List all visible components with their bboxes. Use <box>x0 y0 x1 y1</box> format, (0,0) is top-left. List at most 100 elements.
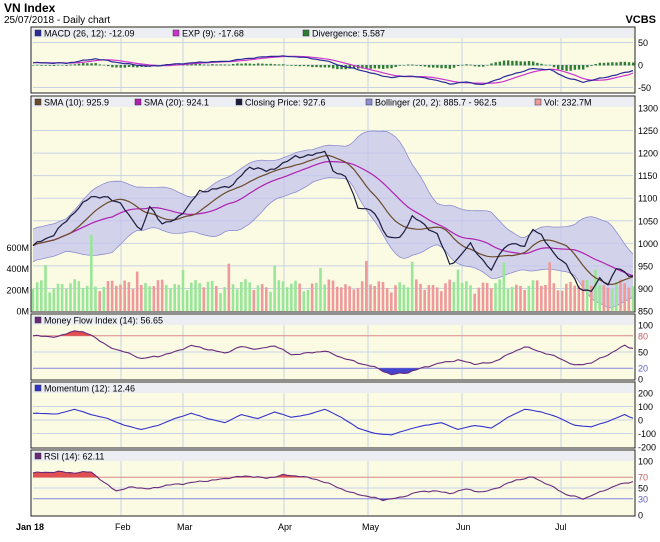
macd-divergence-bar <box>173 63 177 66</box>
macd-line <box>32 55 634 86</box>
volume-bar <box>544 285 547 311</box>
brand-label: VCBS <box>625 14 656 26</box>
volume-bar <box>40 280 43 311</box>
volume-bar <box>394 285 397 311</box>
volume-bar <box>381 281 385 311</box>
volume-bar <box>94 286 97 311</box>
macd-divergence-bar <box>565 65 568 71</box>
macd-divergence-bar <box>32 65 35 66</box>
volume-bar <box>131 289 135 311</box>
macd-divergence-bar <box>398 65 402 66</box>
bollinger-lower <box>32 177 634 309</box>
macd-divergence-bar <box>632 62 635 66</box>
macd-divergence-bar <box>415 65 418 66</box>
volume-bar <box>377 281 381 311</box>
volume-bar <box>627 287 631 311</box>
volume-bar <box>110 280 114 311</box>
macd-divergence-bar <box>136 65 139 68</box>
volume-axis-label: 0M <box>16 307 29 317</box>
volume-bar <box>323 284 326 311</box>
volume-bar <box>385 288 389 311</box>
volume-bar <box>231 284 235 311</box>
macd-divergence-bar <box>544 64 547 66</box>
macd-divergence-bar <box>502 60 506 66</box>
momentum-axis-label: -100 <box>638 429 656 439</box>
macd-divergence-bar <box>386 65 389 69</box>
volume-bar <box>90 234 93 311</box>
volume-bar <box>156 280 160 311</box>
macd-divergence-bar <box>419 65 422 67</box>
macd-divergence-bar <box>219 64 222 66</box>
volume-bar <box>315 282 318 311</box>
sma-10-line <box>32 154 634 286</box>
macd-divergence-bar <box>340 65 343 70</box>
macd-divergence-bar <box>594 63 597 66</box>
volume-bar <box>165 284 168 311</box>
volume-bar <box>148 286 151 311</box>
momentum-legend-label: Momentum (12): 12.46 <box>44 384 135 394</box>
macd-legend-label: EXP (9): -17.68 <box>182 29 244 39</box>
volume-bar <box>515 284 518 311</box>
volume-bar <box>585 280 589 311</box>
volume-bar <box>531 280 535 311</box>
mfi-line <box>32 330 634 376</box>
macd-divergence-bar <box>327 65 331 68</box>
macd-divergence-bar <box>194 64 197 66</box>
bollinger-band <box>33 131 633 308</box>
macd-divergence-bar <box>215 64 218 66</box>
price-axis-label: 850 <box>638 307 653 317</box>
macd-divergence-bar <box>290 65 293 66</box>
volume-bar <box>65 288 68 311</box>
macd-axis-label: 50 <box>638 38 648 48</box>
volume-bar <box>348 286 351 311</box>
volume-bar <box>227 263 231 311</box>
macd-divergence-bar <box>311 65 314 68</box>
bollinger-upper <box>32 130 634 255</box>
volume-bar <box>73 279 76 311</box>
price-legend-label: Closing Price: 927.6 <box>245 98 326 108</box>
macd-divergence-bar <box>244 63 247 66</box>
price-legend-label: SMA (10): 925.9 <box>44 98 109 108</box>
volume-bar <box>402 284 406 311</box>
volume-bar <box>440 291 443 311</box>
price-legend-swatch <box>365 98 373 106</box>
volume-bar <box>106 281 110 311</box>
volume-bar <box>52 288 56 311</box>
volume-bar <box>277 280 281 311</box>
macd-divergence-bar <box>611 62 614 66</box>
volume-bar <box>365 260 368 311</box>
macd-divergence-bar <box>36 64 39 66</box>
macd-divergence-bar <box>190 63 193 66</box>
volume-bar <box>202 287 206 311</box>
macd-axis-label: -50 <box>638 83 651 93</box>
sma-20-line <box>32 160 634 277</box>
macd-divergence-bar <box>207 64 210 66</box>
macd-divergence-bar <box>282 64 285 66</box>
macd-divergence-bar <box>352 65 356 69</box>
volume-bar <box>344 284 347 311</box>
volume-bar <box>594 269 597 311</box>
volume-bar <box>119 284 122 311</box>
macd-divergence-bar <box>461 64 464 66</box>
chart-title: VN Index <box>4 1 56 15</box>
volume-axis-label: 400M <box>6 264 29 274</box>
price-axis-label: 950 <box>638 261 653 271</box>
volume-bar <box>490 288 493 311</box>
macd-divergence-bar <box>573 65 577 70</box>
volume-bar <box>352 289 356 311</box>
macd-divergence-bar <box>90 63 93 66</box>
volume-bar <box>598 285 601 311</box>
volume-bar <box>406 287 410 311</box>
rsi-axis-label: 50 <box>638 484 648 494</box>
macd-divergence-bar <box>265 63 268 66</box>
macd-divergence-bar <box>227 64 231 66</box>
volume-bar <box>552 283 556 311</box>
volume-bar <box>606 287 610 311</box>
macd-divergence-bar <box>527 61 531 66</box>
volume-bar <box>494 282 497 311</box>
volume-bar <box>631 286 635 311</box>
macd-divergence-bar <box>515 60 518 66</box>
volume-bar <box>602 285 606 311</box>
macd-divergence-bar <box>482 65 485 67</box>
volume-bar <box>435 287 439 311</box>
